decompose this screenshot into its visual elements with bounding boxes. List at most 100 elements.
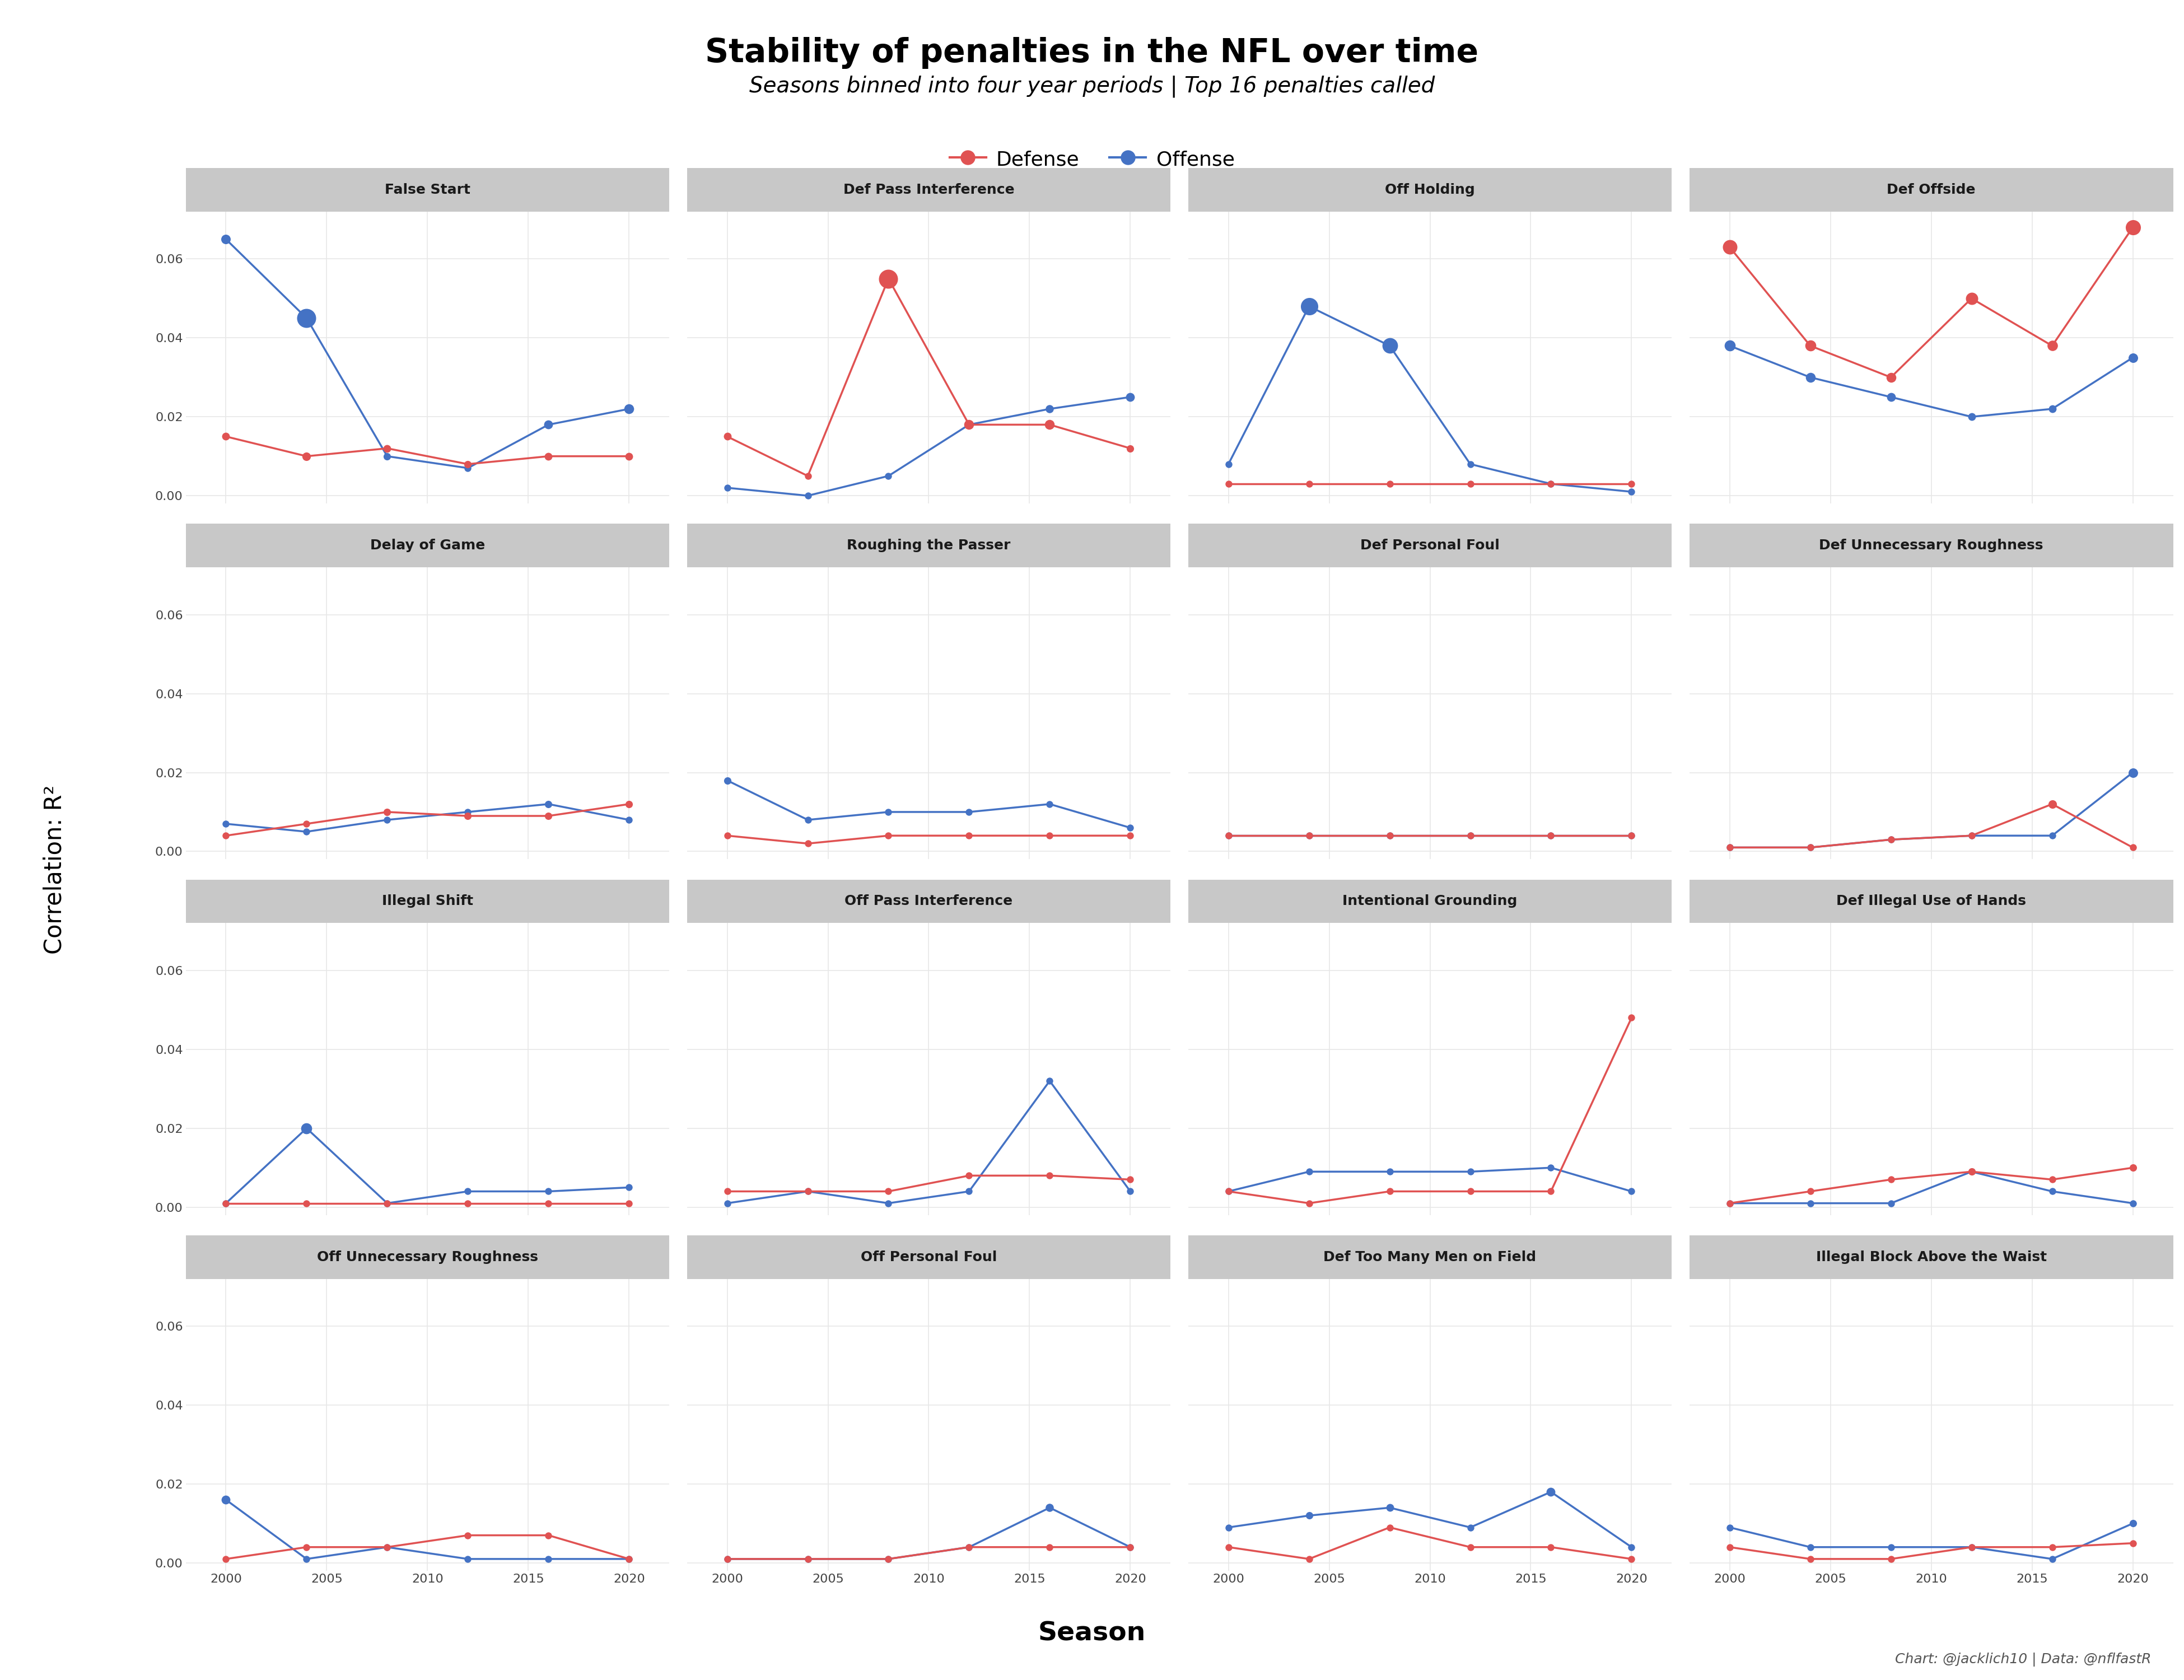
Point (612, 1189, 646, 1216)
Point (1614, 822, 1649, 848)
Point (1114, 1178, 1149, 1205)
Point (710, 768, 745, 795)
Point (710, 1178, 745, 1205)
Point (1955, 1534, 1990, 1561)
Point (1533, 822, 1568, 848)
Point (207, 810, 242, 837)
Point (1533, 1154, 1568, 1181)
Text: Delay of Game: Delay of Game (369, 539, 485, 553)
Point (369, 1189, 404, 1216)
Point (871, 798, 906, 825)
Point (531, 412, 566, 438)
Point (791, 1546, 826, 1572)
Point (1712, 234, 1747, 260)
Point (871, 462, 906, 489)
Point (288, 810, 323, 837)
Point (1452, 470, 1487, 497)
Point (450, 450, 485, 477)
Point (1291, 1189, 1326, 1216)
Point (1114, 815, 1149, 842)
Point (1955, 1158, 1990, 1184)
Point (1210, 1534, 1245, 1561)
Point (207, 1189, 242, 1216)
Text: Illegal Shift: Illegal Shift (382, 894, 474, 907)
Point (288, 1116, 323, 1142)
Text: Def Illegal Use of Hands: Def Illegal Use of Hands (1837, 894, 2027, 907)
Point (1614, 470, 1649, 497)
Point (1533, 822, 1568, 848)
Text: Off Unnecessary Roughness: Off Unnecessary Roughness (317, 1250, 537, 1263)
Point (288, 1534, 323, 1561)
Point (2116, 1510, 2151, 1537)
Text: Off Holding: Off Holding (1385, 183, 1474, 197)
Point (1033, 791, 1068, 818)
Point (1712, 1514, 1747, 1541)
Point (1452, 822, 1487, 848)
Point (1533, 470, 1568, 497)
Point (1793, 1546, 1828, 1572)
Text: Correlation: R²: Correlation: R² (44, 785, 66, 954)
Point (531, 803, 566, 830)
Point (1614, 1546, 1649, 1572)
Point (1033, 1163, 1068, 1189)
Text: Def Unnecessary Roughness: Def Unnecessary Roughness (1819, 539, 2044, 553)
Point (531, 791, 566, 818)
Point (1955, 286, 1990, 312)
Point (531, 1189, 566, 1216)
Point (2116, 344, 2151, 371)
Point (952, 412, 987, 438)
Point (1712, 833, 1747, 860)
Text: False Start: False Start (384, 183, 470, 197)
Point (1793, 833, 1828, 860)
Point (1033, 1067, 1068, 1094)
Point (952, 798, 987, 825)
Point (369, 1534, 404, 1561)
Point (871, 1546, 906, 1572)
Point (369, 1189, 404, 1216)
Point (1210, 1514, 1245, 1541)
Point (1712, 1189, 1747, 1216)
Point (710, 822, 745, 848)
Point (791, 1178, 826, 1205)
Point (871, 1189, 906, 1216)
Point (791, 462, 826, 489)
Point (1291, 1502, 1326, 1529)
Point (288, 444, 323, 470)
Point (1793, 1534, 1828, 1561)
Point (1793, 833, 1828, 860)
Point (207, 423, 242, 450)
Point (952, 1178, 987, 1205)
Point (450, 1522, 485, 1549)
Point (871, 265, 906, 292)
Point (1033, 822, 1068, 848)
Point (1372, 470, 1406, 497)
Point (791, 1546, 826, 1572)
Point (1793, 365, 1828, 391)
Point (2035, 395, 2070, 422)
Point (1372, 822, 1406, 848)
Point (612, 1546, 646, 1572)
Point (1955, 822, 1990, 848)
Point (1291, 1158, 1326, 1184)
Point (450, 798, 485, 825)
Point (1874, 383, 1909, 410)
Text: Def Offside: Def Offside (1887, 183, 1977, 197)
Point (450, 803, 485, 830)
Point (1874, 1189, 1909, 1216)
Point (288, 1189, 323, 1216)
Point (871, 1178, 906, 1205)
Text: Off Personal Foul: Off Personal Foul (860, 1250, 996, 1263)
Point (1874, 1546, 1909, 1572)
Text: Stability of penalties in the NFL over time: Stability of penalties in the NFL over t… (705, 37, 1479, 69)
Point (1614, 822, 1649, 848)
Text: Off Pass Interference: Off Pass Interference (845, 894, 1013, 907)
Point (1114, 1534, 1149, 1561)
Legend: Defense, Offense: Defense, Offense (941, 141, 1243, 176)
Point (1291, 822, 1326, 848)
Point (710, 1546, 745, 1572)
Point (1372, 822, 1406, 848)
Point (1874, 1166, 1909, 1193)
Point (531, 1178, 566, 1205)
Point (1033, 412, 1068, 438)
Point (1372, 1178, 1406, 1205)
